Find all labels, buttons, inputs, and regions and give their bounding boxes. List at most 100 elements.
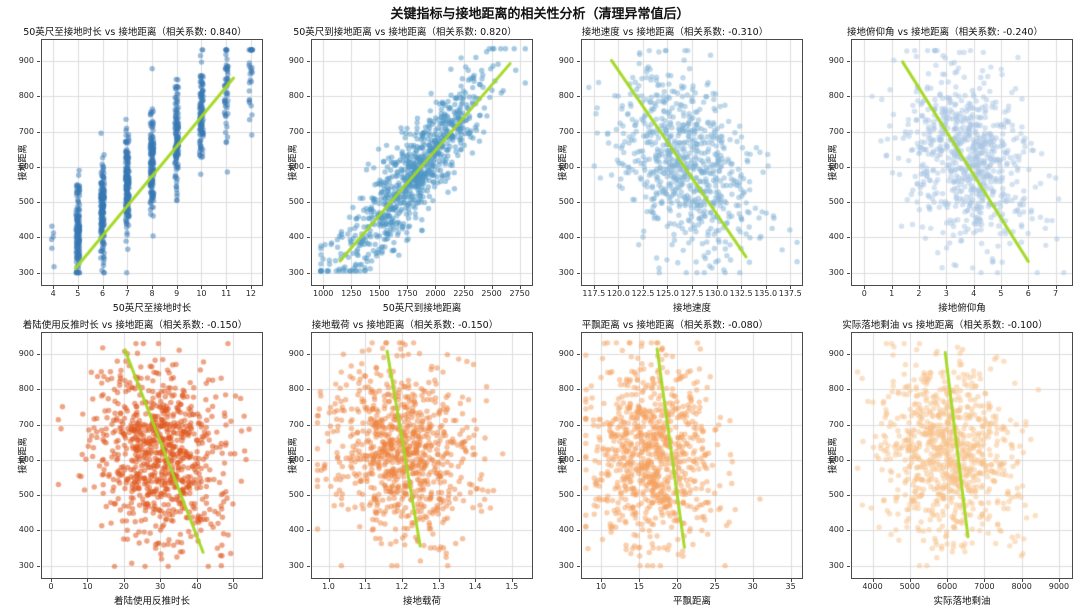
- x-axis-tick: [152, 286, 153, 289]
- x-axis-tick: [638, 579, 640, 582]
- y-tick-label: 700: [558, 126, 574, 136]
- x-axis-tick: [600, 579, 602, 582]
- subplot-time-to-touchdown: 50英尺至接地时长 vs 接地距离（相关系数: 0.840） 接地距离 50英尺…: [0, 22, 270, 315]
- y-tick-label: 400: [288, 525, 304, 535]
- y-axis-tick: [307, 61, 310, 63]
- subplot-distance-from-50ft: 50英尺到接地距离 vs 接地距离（相关系数: 0.820） 接地距离 50英尺…: [270, 22, 540, 315]
- subplot-touchdown-load: 接地载荷 vs 接地距离（相关系数: -0.150） 接地距离 接地载荷 1.0…: [270, 315, 540, 608]
- plot-area: [851, 332, 1073, 579]
- x-axis-tick: [87, 579, 89, 582]
- y-tick-label: 600: [18, 454, 34, 464]
- x-tick-label: 135.0: [754, 289, 778, 298]
- x-tick-label: 2500: [481, 289, 502, 298]
- y-tick-label: 600: [558, 161, 574, 171]
- x-tick-label: 7000: [974, 582, 995, 591]
- x-axis-tick: [790, 579, 792, 582]
- y-axis-tick: [577, 166, 580, 168]
- x-axis-tick: [752, 579, 754, 582]
- x-tick-label: 10: [595, 582, 607, 591]
- y-tick-label: 700: [18, 419, 34, 429]
- x-axis-tick: [891, 286, 893, 289]
- y-axis-tick: [847, 131, 850, 133]
- y-axis-tick: [37, 565, 40, 567]
- x-axis-tick: [160, 579, 162, 582]
- x-axis-tick: [328, 579, 330, 582]
- x-axis-tick: [909, 579, 911, 582]
- y-axis-tick: [847, 237, 850, 239]
- x-axis-tick: [918, 286, 920, 289]
- y-axis-tick: [577, 495, 580, 497]
- y-tick-label: 700: [828, 419, 844, 429]
- x-tick-label: 1250: [341, 289, 362, 298]
- y-tick-label: 600: [288, 161, 304, 171]
- x-axis-tick: [438, 579, 440, 582]
- y-axis-tick: [37, 61, 40, 63]
- y-tick-label: 400: [558, 232, 574, 242]
- x-tick-label: 40: [191, 582, 202, 591]
- x-tick-label: 25: [709, 582, 720, 591]
- x-tick-label: 20: [118, 582, 129, 591]
- y-tick-label: 800: [828, 91, 844, 101]
- y-tick-label: 900: [558, 349, 574, 359]
- x-tick-label: 127.5: [680, 289, 704, 298]
- x-tick-label: 9: [174, 289, 180, 298]
- x-tick-label: 0: [861, 289, 867, 298]
- y-axis-tick: [37, 237, 40, 239]
- y-tick-label: 800: [558, 384, 574, 394]
- y-tick-label: 300: [828, 560, 844, 570]
- y-axis-tick: [847, 424, 850, 426]
- scatter-canvas: [312, 40, 532, 285]
- scatter-canvas: [42, 40, 262, 285]
- x-tick-label: 10: [82, 582, 93, 591]
- x-tick-label: 6000: [936, 582, 958, 591]
- x-axis-tick: [435, 286, 437, 289]
- y-tick-label: 400: [558, 525, 574, 535]
- y-axis-tick: [577, 565, 580, 567]
- scatter-canvas: [42, 333, 262, 578]
- y-axis-tick: [577, 96, 580, 98]
- y-axis-tick: [577, 61, 580, 63]
- x-tick-label: 20: [671, 582, 682, 591]
- x-tick-label: 5000: [899, 582, 920, 591]
- x-tick-label: 8000: [1011, 582, 1032, 591]
- y-tick-label: 400: [828, 525, 844, 535]
- x-tick-label: 11: [221, 289, 232, 298]
- y-axis-tick: [577, 530, 580, 532]
- x-tick-label: 12: [245, 289, 256, 298]
- y-axis-tick: [307, 459, 310, 461]
- x-axis-tick: [984, 579, 986, 582]
- x-axis-tick: [714, 579, 716, 582]
- y-axis-tick: [847, 166, 850, 168]
- x-tick-label: 3: [943, 289, 949, 298]
- x-tick-label: 122.5: [631, 289, 655, 298]
- y-axis-tick: [577, 389, 580, 391]
- x-tick-label: 5: [998, 289, 1004, 298]
- plot-area: [851, 39, 1073, 286]
- y-axis-tick: [847, 389, 850, 391]
- subplot-pitch-angle: 接地俯仰角 vs 接地距离（相关系数: -0.240） 接地距离 接地俯仰角 0…: [810, 22, 1080, 315]
- x-axis-tick: [716, 286, 718, 289]
- x-tick-label: 2750: [509, 289, 530, 298]
- y-axis-tick: [37, 272, 40, 274]
- x-axis-tick: [226, 286, 228, 289]
- subplot-title: 接地载荷 vs 接地距离（相关系数: -0.150）: [311, 320, 499, 331]
- y-axis-tick: [307, 495, 310, 497]
- y-tick-label: 300: [288, 560, 304, 570]
- y-tick-label: 400: [288, 232, 304, 242]
- x-axis-label: 接地载荷: [402, 596, 441, 607]
- y-tick-label: 300: [558, 267, 574, 277]
- x-tick-label: 15: [633, 582, 644, 591]
- x-axis-tick: [250, 286, 252, 289]
- x-axis-label: 着陆使用反推时长: [113, 596, 190, 607]
- plot-area: [41, 332, 263, 579]
- y-axis-tick: [307, 424, 310, 426]
- y-tick-label: 900: [558, 56, 574, 66]
- x-axis-tick: [365, 579, 367, 582]
- x-axis-tick: [1000, 286, 1002, 289]
- x-axis-tick: [519, 286, 521, 289]
- x-axis-tick: [1021, 579, 1023, 582]
- plot-area: [311, 332, 533, 579]
- y-tick-label: 900: [828, 349, 844, 359]
- y-tick-label: 500: [18, 490, 34, 500]
